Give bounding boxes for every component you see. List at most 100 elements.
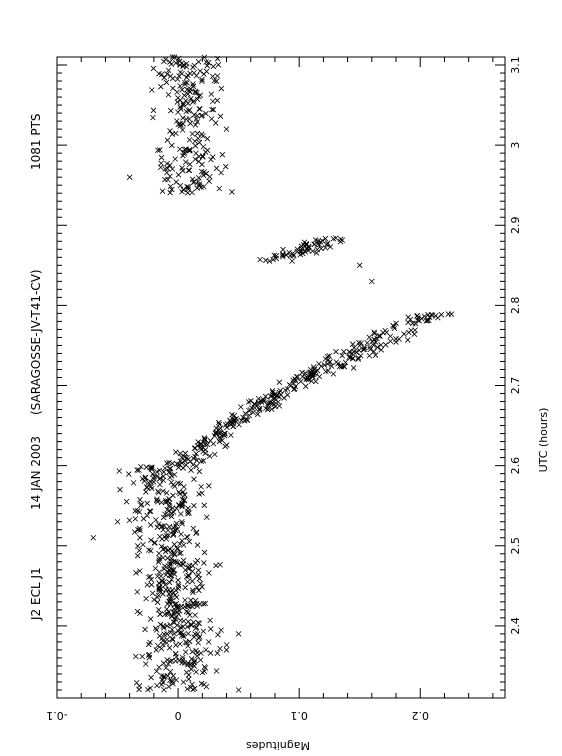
data-point xyxy=(158,154,165,161)
data-point xyxy=(177,480,184,487)
data-point xyxy=(339,352,345,359)
data-point xyxy=(196,575,203,582)
data-point xyxy=(165,661,172,667)
data-point xyxy=(188,621,194,628)
data-point xyxy=(178,629,185,636)
data-point xyxy=(208,156,214,163)
data-point xyxy=(337,236,344,243)
data-point xyxy=(198,131,205,137)
data-point xyxy=(369,338,375,345)
data-point xyxy=(160,514,167,521)
data-point xyxy=(147,508,154,515)
data-point xyxy=(133,653,139,660)
data-point xyxy=(144,484,150,491)
data-point xyxy=(172,650,179,657)
data-point xyxy=(200,458,207,464)
data-point xyxy=(160,623,167,629)
data-point xyxy=(180,167,186,174)
data-point xyxy=(192,89,199,96)
data-point xyxy=(341,348,347,355)
data-point xyxy=(349,350,355,357)
data-point xyxy=(146,508,153,515)
data-point xyxy=(374,344,381,351)
data-point xyxy=(198,458,205,464)
data-point xyxy=(276,389,283,396)
axis-ticks: 2.4 2.5 2.6 2.7 2.8 2.9 3 3.1 -0.1 0 0.1 0.2 xyxy=(46,56,522,722)
data-point xyxy=(371,336,378,343)
data-point xyxy=(210,106,217,113)
data-point xyxy=(303,242,310,248)
data-point xyxy=(179,127,186,133)
data-point xyxy=(187,70,193,77)
data-point xyxy=(203,110,209,117)
data-point xyxy=(165,532,172,539)
data-point xyxy=(189,568,196,575)
data-point xyxy=(200,154,206,160)
data-point xyxy=(335,360,341,367)
data-point xyxy=(187,684,194,691)
data-point xyxy=(165,67,172,74)
data-point xyxy=(186,538,193,545)
data-point xyxy=(183,74,190,81)
data-point xyxy=(174,559,181,566)
data-point xyxy=(177,146,183,153)
data-point xyxy=(171,571,178,577)
data-point xyxy=(194,542,201,548)
data-point xyxy=(262,393,269,400)
data-point xyxy=(174,76,181,83)
data-point xyxy=(167,128,173,134)
data-point xyxy=(204,147,211,154)
data-point xyxy=(412,327,418,333)
data-point xyxy=(170,567,177,574)
data-point xyxy=(161,631,167,637)
data-point xyxy=(213,78,220,84)
data-point xyxy=(191,476,197,482)
data-point xyxy=(243,416,250,423)
data-point xyxy=(210,63,217,70)
data-point xyxy=(173,594,180,601)
data-point xyxy=(222,443,228,450)
data-point xyxy=(273,253,280,259)
x-tick-label: 3.1 xyxy=(509,56,522,74)
data-point xyxy=(323,368,329,375)
data-point xyxy=(168,513,175,520)
data-point xyxy=(164,160,170,167)
data-point xyxy=(164,71,170,77)
data-point xyxy=(192,143,199,149)
data-point xyxy=(163,606,170,612)
data-point xyxy=(153,647,160,653)
data-point xyxy=(366,334,373,341)
data-point xyxy=(170,492,176,499)
data-point xyxy=(347,354,354,361)
data-point xyxy=(197,68,203,74)
data-point xyxy=(165,527,171,534)
data-point xyxy=(231,412,238,419)
data-point xyxy=(137,534,143,541)
data-point xyxy=(222,422,229,428)
data-point xyxy=(235,687,242,693)
data-point xyxy=(164,611,171,617)
data-point xyxy=(391,323,397,330)
data-point xyxy=(116,468,123,474)
data-point xyxy=(151,596,157,603)
data-point xyxy=(350,355,356,361)
data-point xyxy=(155,642,161,649)
data-point xyxy=(168,558,175,564)
data-point xyxy=(189,176,196,183)
data-point xyxy=(152,625,159,632)
data-point xyxy=(191,179,198,185)
data-point xyxy=(214,97,221,104)
data-point xyxy=(136,509,143,515)
data-point xyxy=(175,121,182,128)
data-point xyxy=(190,64,196,71)
data-point xyxy=(148,547,154,554)
data-point xyxy=(294,374,301,380)
data-point xyxy=(158,673,165,679)
data-point xyxy=(393,320,399,327)
data-point xyxy=(179,657,186,663)
data-point xyxy=(179,87,185,93)
data-point xyxy=(186,107,193,113)
data-point xyxy=(190,525,197,532)
data-point xyxy=(160,660,167,666)
data-point xyxy=(294,246,301,252)
